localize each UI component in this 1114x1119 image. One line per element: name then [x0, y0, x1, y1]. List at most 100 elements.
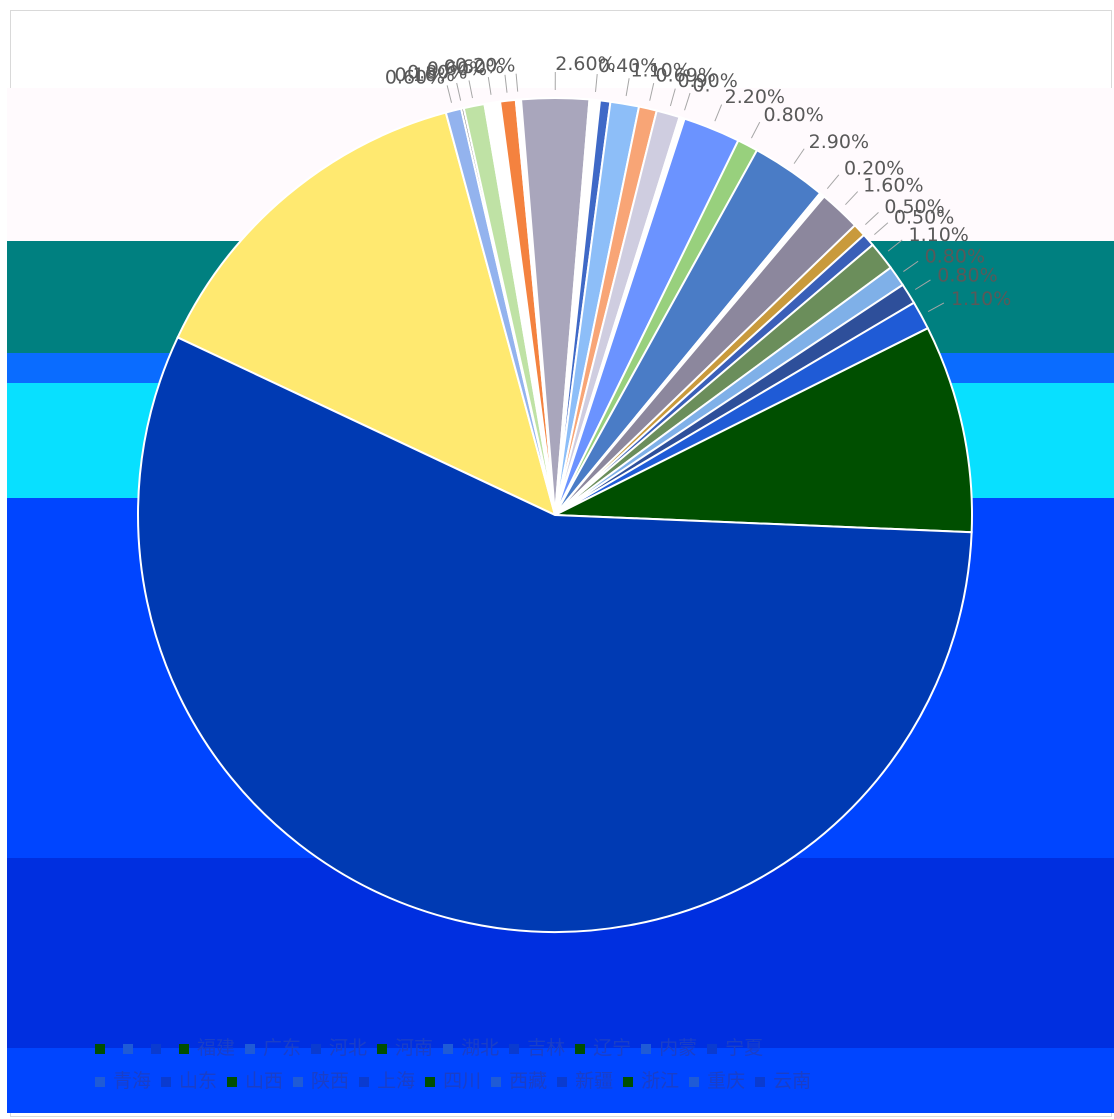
slice-percent-label: 2.90% — [809, 131, 869, 153]
slice-percent-label: 0.80% — [925, 246, 985, 268]
legend-item[interactable]: 吉林 — [509, 1032, 565, 1065]
legend-item[interactable]: 河北 — [311, 1032, 367, 1065]
slice-percent-label: 0.60% — [385, 67, 445, 89]
legend-item[interactable] — [95, 1032, 113, 1065]
leader-line — [845, 191, 859, 206]
legend-swatch — [311, 1043, 322, 1054]
legend-swatch — [245, 1043, 256, 1054]
legend-row: 青海 山东 山西 陕西 上海 四川 西藏 新疆 浙江 重庆 云南 — [95, 1065, 1055, 1098]
legend-item[interactable]: 云南 — [755, 1065, 811, 1098]
leader-lines — [446, 71, 945, 312]
legend-swatch — [95, 1043, 105, 1054]
slice-labels: 0.60%0.10%0.80%0.60%0.60%0.20% 2.60%0.40%… — [385, 53, 1011, 310]
legend-label: 四川 — [443, 1070, 482, 1092]
legend-label: 河南 — [395, 1037, 434, 1059]
leader-line — [504, 74, 508, 93]
legend-swatch — [755, 1076, 766, 1087]
legend-item[interactable]: 青海 — [95, 1065, 151, 1098]
legend-swatch — [95, 1076, 105, 1087]
legend-item[interactable]: 内蒙 — [641, 1032, 697, 1065]
legend-item[interactable] — [123, 1032, 141, 1065]
legend-label: 宁夏 — [725, 1037, 764, 1059]
leader-line — [750, 121, 761, 139]
pie-slice — [551, 326, 973, 534]
legend-item[interactable]: 河南 — [377, 1032, 433, 1065]
leader-line — [595, 73, 598, 92]
leader-line — [903, 260, 919, 272]
leader-line — [874, 222, 889, 235]
legend-item[interactable]: 山西 — [227, 1065, 283, 1098]
legend-label: 吉林 — [527, 1037, 566, 1059]
pie-slice — [176, 111, 557, 517]
slice-percent-label: 0.20% — [455, 55, 515, 77]
legend-item[interactable] — [151, 1032, 169, 1065]
leader-line — [914, 279, 931, 290]
legend-swatch — [443, 1043, 454, 1054]
pie-slice — [137, 336, 973, 933]
slice-percent-label: 0.50% — [894, 206, 954, 228]
slice-percent-label: 0.20% — [844, 158, 904, 180]
legend-row: 福建 广东 河北 河南 湖北 吉林 辽宁 内蒙 宁夏 — [95, 1032, 1055, 1065]
legend-item[interactable]: 福建 — [179, 1032, 235, 1065]
leader-line — [793, 148, 805, 164]
legend-label: 内蒙 — [659, 1037, 698, 1059]
legend-swatch — [425, 1076, 436, 1087]
slice-percent-label: 2.60% — [555, 53, 615, 75]
slice-percent-label: 1.10% — [909, 224, 969, 246]
legend-swatch — [707, 1043, 718, 1054]
slice-percent-label: 0.10% — [395, 64, 455, 86]
legend-label: 山东 — [179, 1070, 218, 1092]
slice-percent-label: 0.50% — [884, 196, 944, 218]
legend-item[interactable]: 宁夏 — [707, 1032, 763, 1065]
legend-item[interactable]: 四川 — [425, 1065, 481, 1098]
legend-item[interactable]: 浙江 — [623, 1065, 679, 1098]
legend-label: 辽宁 — [593, 1037, 632, 1059]
legend-swatch — [377, 1043, 388, 1054]
slice-percent-label: 0.90% — [677, 70, 737, 92]
slice-percent-label: 0.80% — [763, 104, 823, 126]
legend-label: 上海 — [377, 1070, 416, 1092]
leader-line — [468, 80, 473, 99]
legend-item[interactable]: 陕西 — [293, 1065, 349, 1098]
legend-item[interactable]: 上海 — [359, 1065, 415, 1098]
leader-line — [487, 76, 492, 95]
legend-label: 福建 — [197, 1037, 236, 1059]
legend-label: 湖北 — [461, 1037, 500, 1059]
leader-line — [456, 82, 462, 101]
slice-percent-label: 0.60% — [427, 58, 487, 80]
legend-label: 青海 — [113, 1070, 152, 1092]
legend-swatch — [491, 1076, 502, 1087]
legend-item[interactable]: 山东 — [161, 1065, 217, 1098]
legend-item[interactable]: 辽宁 — [575, 1032, 631, 1065]
legend-item[interactable]: 湖北 — [443, 1032, 499, 1065]
legend-swatch — [689, 1076, 700, 1087]
slice-percent-label: 0.60% — [444, 56, 504, 78]
legend-item[interactable]: 新疆 — [557, 1065, 613, 1098]
legend-swatch — [575, 1043, 586, 1054]
leader-line — [669, 88, 676, 107]
slice-percent-label: 2.20% — [725, 86, 785, 108]
legend-swatch — [509, 1043, 520, 1054]
legend-swatch — [151, 1043, 161, 1054]
legend-swatch — [641, 1043, 652, 1054]
slice-percent-label: 0.80% — [407, 62, 467, 84]
slice-percent-label: 0.80% — [937, 265, 997, 287]
slice-percent-label: 1.10% — [630, 59, 690, 81]
legend-item[interactable]: 广东 — [245, 1032, 301, 1065]
leader-line — [714, 104, 723, 122]
leader-line — [887, 239, 903, 252]
legend-label: 河北 — [329, 1037, 368, 1059]
legend-label: 新疆 — [575, 1070, 614, 1092]
legend-label: 山西 — [245, 1070, 284, 1092]
leader-line — [515, 73, 519, 92]
legend-label: 重庆 — [707, 1070, 746, 1092]
leader-line — [865, 211, 879, 226]
legend-label: 陕西 — [311, 1070, 350, 1092]
slice-percent-label: 1.60% — [863, 175, 923, 197]
legend-item[interactable]: 西藏 — [491, 1065, 547, 1098]
legend-swatch — [161, 1076, 172, 1087]
slice-percent-label: 1.10% — [951, 288, 1011, 310]
legend-item[interactable]: 重庆 — [689, 1065, 745, 1098]
leader-line — [446, 85, 453, 103]
